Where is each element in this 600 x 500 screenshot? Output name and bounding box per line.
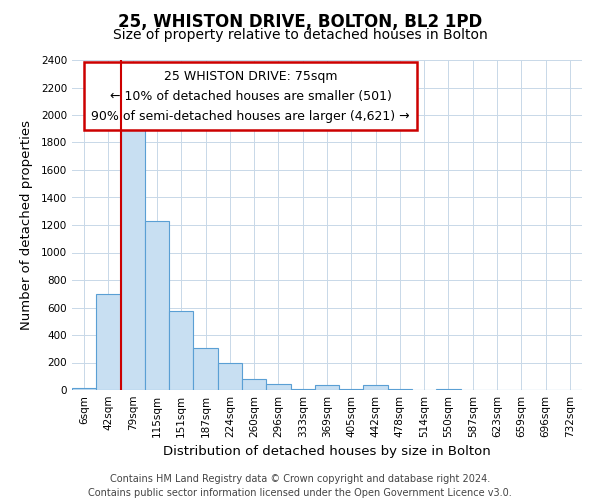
Bar [145, 221, 169, 390]
Bar [96, 294, 121, 390]
Bar [193, 348, 218, 390]
Bar [121, 122, 145, 390]
Bar [72, 388, 96, 390]
Y-axis label: Number of detached properties: Number of detached properties [20, 120, 32, 330]
Bar [290, 388, 315, 390]
Text: Size of property relative to detached houses in Bolton: Size of property relative to detached ho… [113, 28, 487, 42]
X-axis label: Distribution of detached houses by size in Bolton: Distribution of detached houses by size … [163, 446, 491, 458]
Bar [315, 385, 339, 390]
Bar [364, 384, 388, 390]
Text: 25 WHISTON DRIVE: 75sqm
← 10% of detached houses are smaller (501)
90% of semi-d: 25 WHISTON DRIVE: 75sqm ← 10% of detache… [91, 70, 410, 123]
Bar [266, 384, 290, 390]
Bar [169, 311, 193, 390]
Text: 25, WHISTON DRIVE, BOLTON, BL2 1PD: 25, WHISTON DRIVE, BOLTON, BL2 1PD [118, 12, 482, 30]
Text: Contains HM Land Registry data © Crown copyright and database right 2024.
Contai: Contains HM Land Registry data © Crown c… [88, 474, 512, 498]
Bar [218, 362, 242, 390]
Bar [242, 379, 266, 390]
